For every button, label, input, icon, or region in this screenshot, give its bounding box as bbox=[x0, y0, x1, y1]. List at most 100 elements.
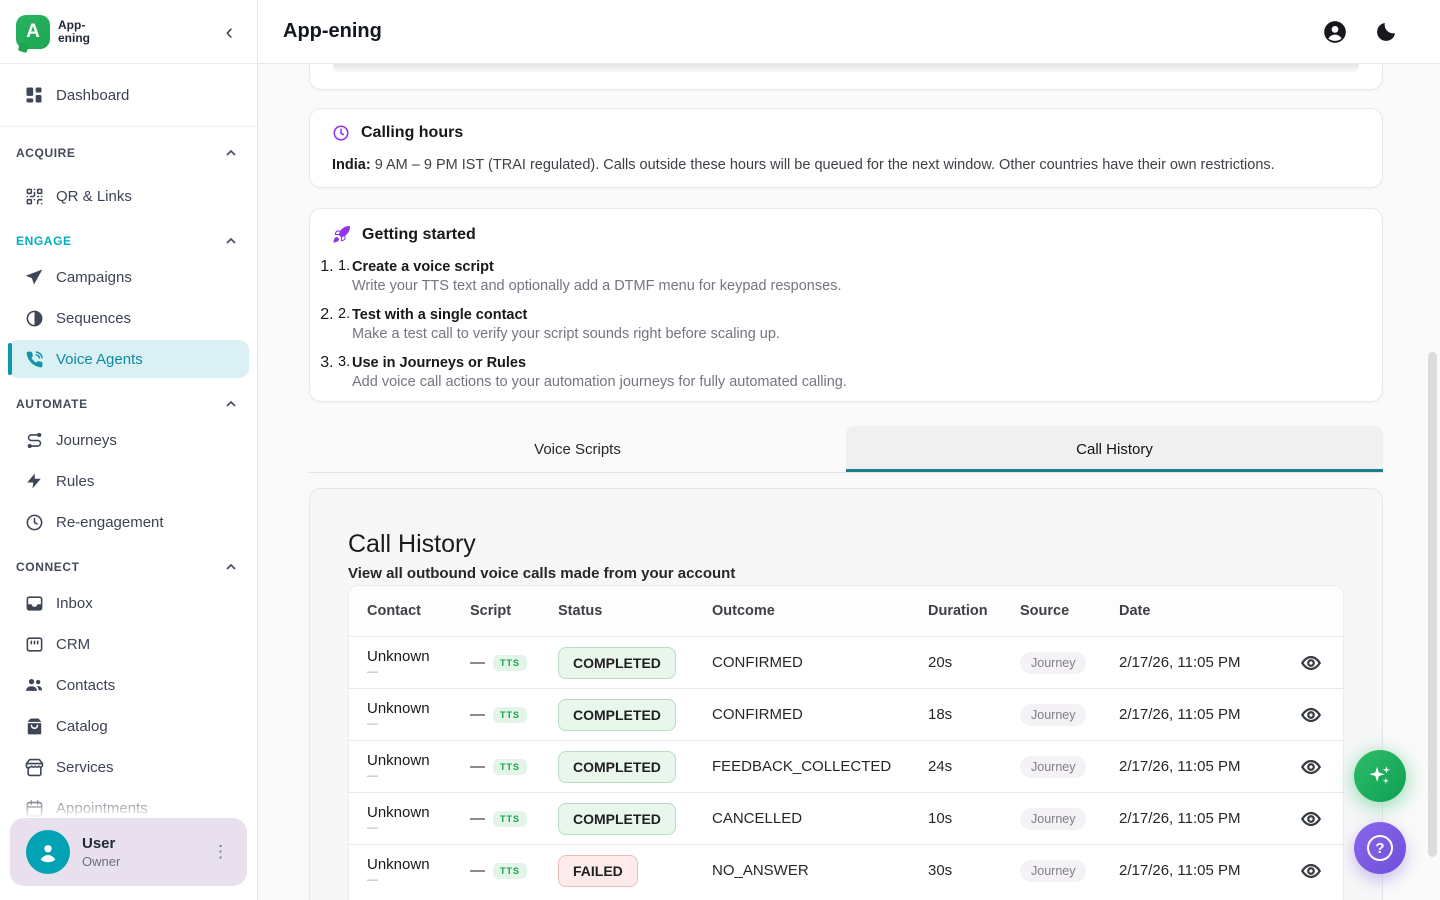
sidebar-item-label: Voice Agents bbox=[56, 350, 143, 368]
view-call-button[interactable] bbox=[1294, 854, 1328, 888]
section-engage[interactable]: ENGAGE bbox=[0, 233, 257, 249]
call-history-table: Contact Script Status Outcome Duration S… bbox=[348, 585, 1344, 900]
script-dash: — bbox=[470, 810, 485, 827]
sidebar-item-label: Contacts bbox=[56, 676, 116, 694]
user-card[interactable]: User Owner ⋮ bbox=[10, 818, 247, 886]
table-row: Unknown — — TTS COMPLETED CONFIRMED 20s Jo… bbox=[349, 636, 1343, 688]
rocket-icon bbox=[333, 226, 350, 243]
sidebar-item-voice-agents[interactable]: Voice Agents bbox=[8, 340, 249, 378]
sidebar-item-dashboard[interactable]: Dashboard bbox=[8, 76, 249, 114]
app-logo-icon: A bbox=[16, 14, 50, 49]
col-header-date: Date bbox=[1119, 603, 1151, 619]
tab-voice-scripts[interactable]: Voice Scripts bbox=[534, 440, 621, 458]
dashboard-icon bbox=[24, 85, 44, 105]
tab-call-history[interactable]: Call History bbox=[846, 426, 1383, 472]
script-dash: — bbox=[470, 758, 485, 775]
calling-hours-body: India: 9 AM – 9 PM IST (TRAI regulated).… bbox=[332, 157, 1275, 173]
route-icon bbox=[24, 430, 44, 450]
status-badge: COMPLETED bbox=[558, 750, 676, 783]
call-date: 2/17/26, 11:05 PM bbox=[1119, 862, 1241, 879]
tts-badge: TTS bbox=[493, 654, 527, 671]
sidebar-item-inbox[interactable]: Inbox bbox=[8, 584, 249, 622]
shopping-bag-icon bbox=[24, 716, 44, 736]
outcome: CONFIRMED bbox=[712, 654, 803, 671]
sidebar-nav: Dashboard ACQUIRE QR & Links ENGAGE Camp… bbox=[0, 76, 257, 827]
send-icon bbox=[24, 267, 44, 287]
col-header-outcome: Outcome bbox=[712, 603, 775, 619]
clock-icon bbox=[333, 125, 349, 141]
view-call-button[interactable] bbox=[1294, 750, 1328, 784]
theme-toggle-button[interactable] bbox=[1374, 20, 1398, 44]
outcome: NO_ANSWER bbox=[712, 862, 809, 879]
ai-assistant-button[interactable] bbox=[1354, 750, 1406, 802]
user-avatar bbox=[26, 830, 70, 874]
sidebar-item-re-engagement[interactable]: Re-engagement bbox=[8, 503, 249, 541]
sidebar-item-label: QR & Links bbox=[56, 187, 132, 205]
app-logo[interactable]: A App-ening bbox=[16, 14, 90, 49]
duration: 20s bbox=[928, 654, 953, 671]
duration: 10s bbox=[928, 810, 953, 827]
section-acquire[interactable]: ACQUIRE bbox=[0, 145, 257, 161]
step-desc: Add voice call actions to your automatio… bbox=[352, 374, 847, 390]
clock-icon bbox=[24, 512, 44, 532]
view-call-button[interactable] bbox=[1294, 802, 1328, 836]
sidebar-item-contacts[interactable]: Contacts bbox=[8, 666, 249, 704]
step-item: 2. Test with a single contact Make a tes… bbox=[338, 306, 1360, 343]
call-history-panel: Call History View all outbound voice cal… bbox=[309, 488, 1383, 900]
eye-icon bbox=[1300, 707, 1322, 722]
eye-icon bbox=[1300, 811, 1322, 826]
sidebar-item-journeys[interactable]: Journeys bbox=[8, 421, 249, 459]
user-name: User bbox=[82, 835, 116, 852]
table-row: Unknown — — TTS COMPLETED CONFIRMED 18s Jo… bbox=[349, 688, 1343, 740]
user-menu-kebab-icon[interactable]: ⋮ bbox=[212, 842, 229, 861]
col-header-source: Source bbox=[1020, 603, 1070, 619]
inbox-icon bbox=[24, 593, 44, 613]
sidebar-item-crm[interactable]: CRM bbox=[8, 625, 249, 663]
duration: 24s bbox=[928, 758, 953, 775]
sidebar-item-label: Re-engagement bbox=[56, 513, 164, 531]
sidebar-item-label: Appointments bbox=[56, 799, 148, 817]
status-badge: COMPLETED bbox=[558, 802, 676, 835]
moon-icon bbox=[1377, 22, 1395, 41]
sidebar-item-campaigns[interactable]: Campaigns bbox=[8, 258, 249, 296]
sidebar-item-rules[interactable]: Rules bbox=[8, 462, 249, 500]
table-header-row: Contact Script Status Outcome Duration S… bbox=[349, 586, 1343, 636]
view-call-button[interactable] bbox=[1294, 698, 1328, 732]
call-date: 2/17/26, 11:05 PM bbox=[1119, 706, 1241, 723]
step-item: 3. Use in Journeys or Rules Add voice ca… bbox=[338, 354, 1360, 391]
view-call-button[interactable] bbox=[1294, 646, 1328, 680]
sidebar-collapse-button[interactable]: ‹ bbox=[225, 18, 233, 44]
call-date: 2/17/26, 11:05 PM bbox=[1119, 758, 1241, 775]
chevron-up-icon bbox=[226, 400, 236, 407]
contact-sub: — bbox=[367, 717, 378, 730]
vertical-scrollbar[interactable] bbox=[1428, 352, 1437, 857]
step-item: 1. Create a voice script Write your TTS … bbox=[338, 258, 1360, 295]
contact-sub: — bbox=[367, 873, 378, 886]
duration: 30s bbox=[928, 862, 953, 879]
tts-badge: TTS bbox=[493, 862, 527, 879]
status-badge: COMPLETED bbox=[558, 698, 676, 731]
tts-badge: TTS bbox=[493, 758, 527, 775]
question-mark-icon: ? bbox=[1367, 835, 1393, 861]
sidebar-item-catalog[interactable]: Catalog bbox=[8, 707, 249, 745]
sidebar-item-qr-links[interactable]: QR & Links bbox=[8, 177, 249, 215]
sidebar-item-sequences[interactable]: Sequences bbox=[8, 299, 249, 337]
script-dash: — bbox=[470, 706, 485, 723]
section-automate[interactable]: AUTOMATE bbox=[0, 396, 257, 412]
contact-name: Unknown bbox=[367, 647, 430, 665]
lightning-icon bbox=[24, 471, 44, 491]
user-circle-icon bbox=[1324, 20, 1346, 43]
source-badge: Journey bbox=[1020, 755, 1087, 778]
account-button[interactable] bbox=[1322, 19, 1348, 45]
sparkles-icon bbox=[1369, 766, 1391, 784]
section-connect[interactable]: CONNECT bbox=[0, 559, 257, 575]
help-button[interactable]: ? bbox=[1354, 822, 1406, 874]
sidebar-item-services[interactable]: Services bbox=[8, 748, 249, 786]
users-icon bbox=[24, 675, 44, 695]
getting-started-card: Getting started 1. Create a voice script… bbox=[309, 208, 1383, 402]
source-badge: Journey bbox=[1020, 807, 1087, 830]
getting-started-title: Getting started bbox=[362, 225, 476, 243]
script-dash: — bbox=[470, 862, 485, 879]
sidebar-item-label: Sequences bbox=[56, 309, 132, 327]
page-title: App-ening bbox=[283, 20, 382, 42]
